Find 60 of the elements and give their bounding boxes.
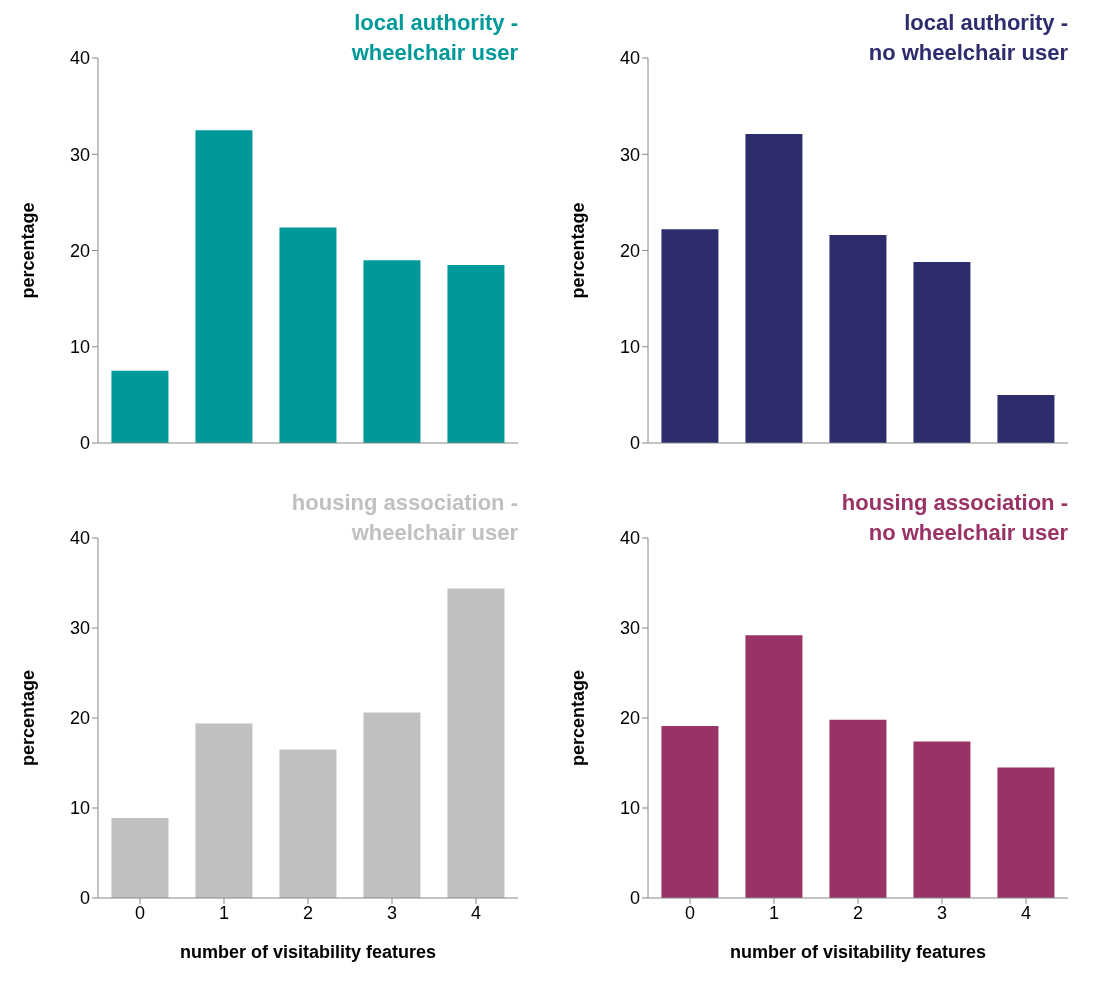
- bar: [447, 588, 505, 898]
- y-tick-label: 30: [619, 618, 640, 639]
- y-axis-title: percentage: [18, 202, 39, 299]
- chart-title: housing association - wheelchair user: [291, 489, 518, 547]
- chart-title: local authority - wheelchair user: [351, 9, 518, 67]
- x-axis-title: number of visitability features: [729, 942, 987, 962]
- y-tick-label: 20: [69, 708, 90, 729]
- y-tick-label: 40: [69, 528, 90, 549]
- x-tick-label: 2: [852, 902, 864, 923]
- bar: [745, 134, 803, 443]
- y-tick-label: 40: [619, 48, 640, 69]
- bar: [447, 264, 505, 443]
- bar: [829, 235, 887, 443]
- y-tick-label: 10: [619, 337, 640, 358]
- bar: [661, 726, 719, 898]
- y-tick-label: 20: [69, 240, 90, 261]
- y-tick-label: 0: [629, 433, 640, 454]
- bar: [829, 719, 887, 898]
- bar: [363, 712, 421, 898]
- y-tick-label: 0: [79, 888, 90, 909]
- chart-title: local authority - no wheelchair user: [868, 9, 1068, 67]
- y-axis-title: percentage: [18, 669, 39, 767]
- y-tick-label: 0: [629, 888, 640, 909]
- y-axis-title: percentage: [568, 669, 589, 767]
- x-axis-title: number of visitability features: [179, 942, 437, 962]
- bar: [195, 130, 253, 443]
- y-tick-label: 30: [69, 618, 90, 639]
- bar: [279, 749, 337, 898]
- x-tick-label: 4: [470, 902, 482, 923]
- x-tick-label: 0: [134, 902, 146, 923]
- x-tick-label: 3: [386, 902, 398, 923]
- bar: [997, 767, 1055, 898]
- bar: [661, 229, 719, 443]
- y-axis-title: percentage: [568, 202, 589, 299]
- y-tick-label: 20: [619, 240, 640, 261]
- y-tick-label: 30: [619, 144, 640, 165]
- x-tick-label: 3: [936, 902, 948, 923]
- bar: [913, 741, 971, 898]
- y-tick-label: 0: [79, 433, 90, 454]
- bar: [111, 817, 169, 898]
- y-tick-label: 40: [619, 528, 640, 549]
- bar: [913, 262, 971, 443]
- chart-title: housing association - no wheelchair user: [841, 489, 1068, 547]
- bar: [279, 227, 337, 443]
- bar: [997, 394, 1055, 443]
- bar: [745, 635, 803, 898]
- y-tick-label: 10: [619, 798, 640, 819]
- y-tick-label: 40: [69, 48, 90, 69]
- x-tick-label: 0: [684, 902, 696, 923]
- x-tick-label: 4: [1020, 902, 1032, 923]
- y-tick-label: 10: [69, 337, 90, 358]
- x-tick-label: 1: [218, 902, 230, 923]
- y-tick-label: 30: [69, 144, 90, 165]
- x-tick-label: 1: [768, 902, 780, 923]
- y-tick-label: 10: [69, 798, 90, 819]
- y-tick-label: 20: [619, 708, 640, 729]
- bar: [195, 723, 253, 898]
- bar: [111, 370, 169, 443]
- x-tick-label: 2: [302, 902, 314, 923]
- bar: [363, 260, 421, 443]
